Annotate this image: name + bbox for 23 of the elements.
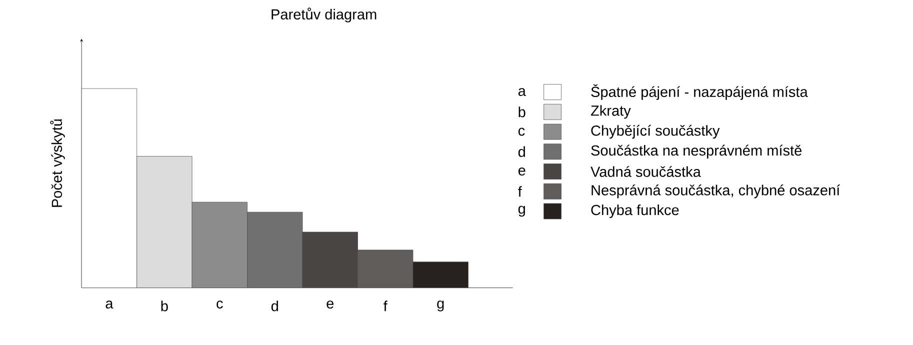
y-axis-title: Počet výskytů — [50, 119, 65, 207]
legend-label: Zkraty — [590, 105, 631, 119]
x-tick-label: f — [384, 300, 388, 312]
legend-label: Špatné pájení - nazapájená místa — [591, 84, 808, 100]
x-tick-label: g — [437, 300, 444, 312]
x-tick-label: c — [216, 300, 223, 309]
legend-label: Vadná součástka — [590, 166, 701, 177]
chart-title: Paretův diagram — [272, 8, 376, 22]
category-label: g — [518, 206, 525, 217]
legend-label: Součástka na nesprávném místě — [591, 144, 802, 159]
legend-label: Nesprávná součástka, chybné osazení — [592, 184, 840, 198]
x-tick-label: d — [271, 300, 278, 312]
x-tick-label: e — [326, 300, 334, 309]
category-label: e — [518, 168, 526, 176]
x-tick-label: a — [106, 300, 114, 309]
legend-label: Chybějící součástky — [591, 124, 720, 139]
category-label: d — [518, 146, 525, 157]
legend-label: Chyba funkce — [591, 204, 679, 218]
category-label: c — [518, 128, 525, 136]
category-label: a — [518, 88, 526, 96]
category-label: f — [518, 186, 522, 197]
x-tick-label: b — [161, 300, 168, 312]
category-label: b — [518, 106, 526, 118]
